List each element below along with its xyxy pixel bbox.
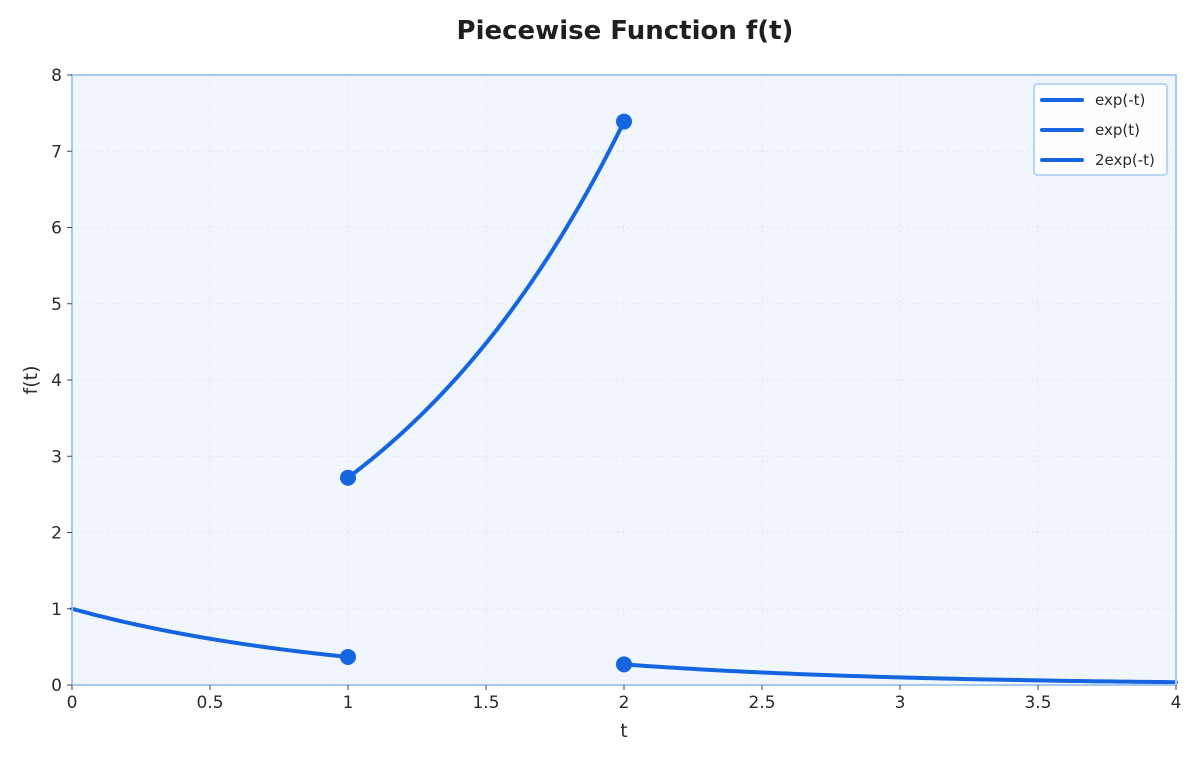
series-line-1 [70,606,350,659]
x-axis-ticks: 0 0.5 1 1.5 2 2.5 3 3.5 4 [67,685,1182,713]
data-point-marker [616,113,632,130]
data-point-marker [340,469,356,486]
x-tick-label: 4 [1171,693,1182,713]
series-layer [70,119,1178,685]
x-tick-label: 3.5 [1024,693,1051,713]
y-tick-label: 8 [51,66,62,86]
x-tick-label: 0.5 [196,693,223,713]
legend-label: exp(t) [1095,121,1140,139]
x-tick-label: 0 [67,693,78,713]
y-axis-label: f(t) [20,366,42,395]
x-tick-label: 3 [895,693,906,713]
y-tick-label: 6 [51,219,62,239]
y-tick-label: 5 [51,295,62,315]
series-line-3 [622,662,1178,685]
x-axis-label: t [620,720,627,742]
y-tick-label: 1 [51,600,62,620]
data-point-marker [340,648,356,665]
legend: exp(-t) exp(t) 2exp(-t) [1033,83,1168,176]
grid-lines [72,75,1176,685]
marker-layer [340,113,632,673]
x-tick-label: 1.5 [472,693,499,713]
x-tick-label: 2.5 [748,693,775,713]
x-tick-label: 1 [343,693,354,713]
legend-label: exp(-t) [1095,91,1145,109]
y-tick-label: 4 [51,371,62,391]
y-tick-label: 7 [51,142,62,162]
legend-label: 2exp(-t) [1095,151,1155,169]
y-tick-label: 2 [51,524,62,544]
data-point-marker [616,656,632,673]
series-line-2 [346,119,626,480]
y-tick-label: 0 [51,676,62,696]
legend-box [1033,83,1168,176]
y-axis-ticks: 0 1 2 3 4 5 6 7 8 [51,66,72,696]
chart-title: Piecewise Function f(t) [457,16,794,46]
x-tick-label: 2 [619,693,630,713]
y-tick-label: 3 [51,447,62,467]
